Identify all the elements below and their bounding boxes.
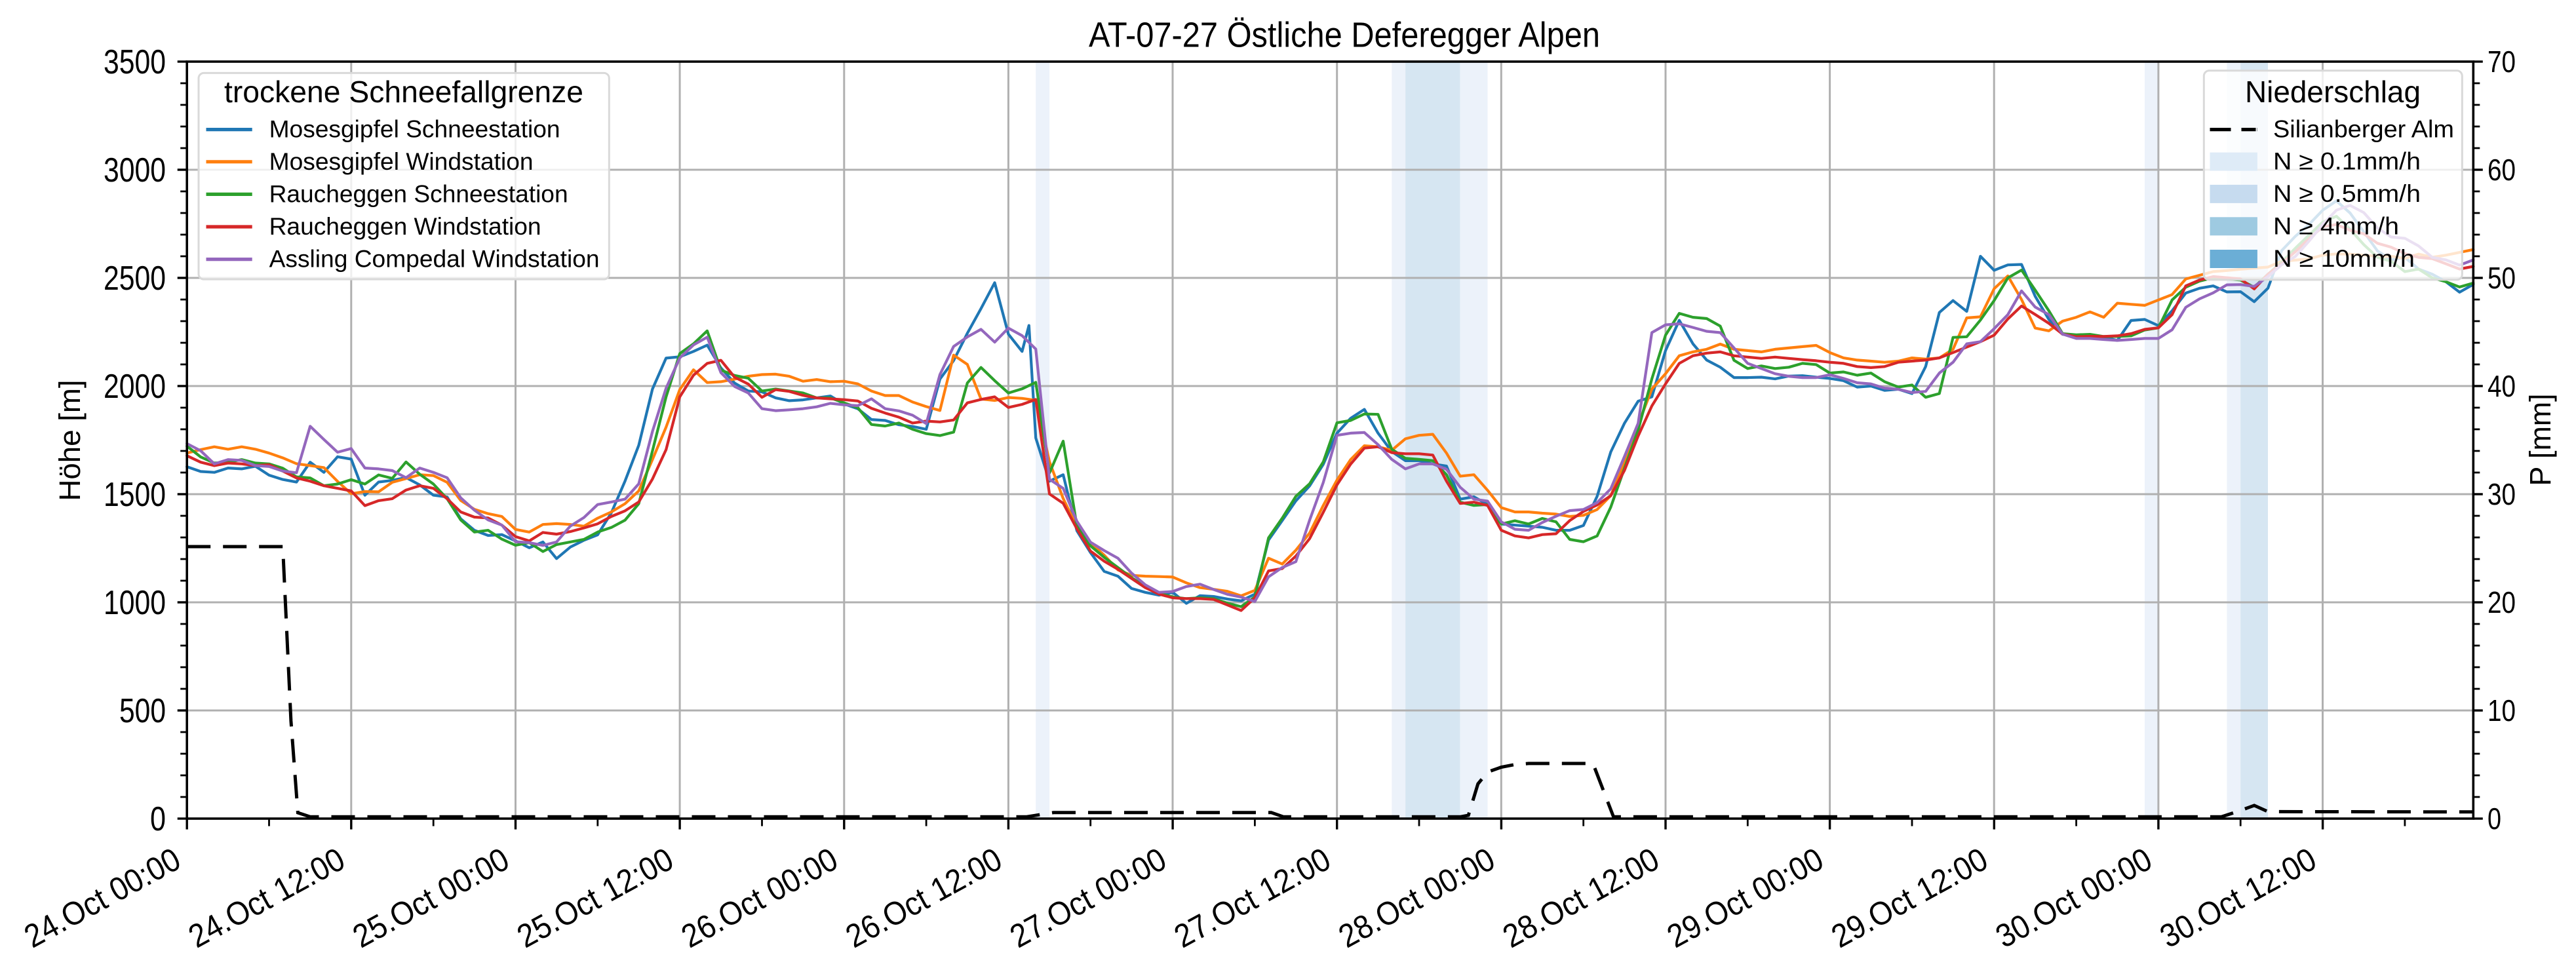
svg-text:20: 20 [2488,585,2516,619]
svg-text:Höhe [m]: Höhe [m] [53,380,87,501]
svg-text:N ≥ 4mm/h: N ≥ 4mm/h [2273,212,2399,239]
svg-text:60: 60 [2488,153,2516,187]
svg-text:Assling Compedal Windstation: Assling Compedal Windstation [269,246,600,273]
svg-text:N ≥ 10mm/h: N ≥ 10mm/h [2273,245,2415,272]
svg-text:30: 30 [2488,477,2516,511]
svg-text:Silianberger Alm: Silianberger Alm [2273,116,2454,143]
svg-text:70: 70 [2488,45,2516,79]
svg-text:3500: 3500 [104,43,166,81]
svg-text:1500: 1500 [104,476,166,514]
svg-text:N ≥ 0.5mm/h: N ≥ 0.5mm/h [2273,180,2421,207]
svg-text:Mosesgipfel Windstation: Mosesgipfel Windstation [269,148,534,175]
svg-text:10: 10 [2488,693,2516,728]
svg-text:50: 50 [2488,261,2516,295]
svg-text:0: 0 [150,800,166,838]
svg-text:2500: 2500 [104,260,166,298]
svg-text:Niederschlag: Niederschlag [2245,75,2421,109]
svg-text:1000: 1000 [104,584,166,622]
svg-text:40: 40 [2488,369,2516,403]
svg-text:0: 0 [2488,802,2501,836]
svg-text:3000: 3000 [104,151,166,189]
svg-text:Mosesgipfel Schneestation: Mosesgipfel Schneestation [269,116,560,143]
svg-text:P [mm]: P [mm] [2524,394,2557,486]
svg-text:2000: 2000 [104,368,166,406]
svg-text:AT-07-27 Östliche Deferegger A: AT-07-27 Östliche Deferegger Alpen [1089,16,1600,55]
svg-text:trockene Schneefallgrenze: trockene Schneefallgrenze [224,75,583,109]
svg-text:Raucheggen Schneestation: Raucheggen Schneestation [269,180,568,207]
svg-text:Raucheggen Windstation: Raucheggen Windstation [269,213,541,240]
svg-text:N ≥ 0.1mm/h: N ≥ 0.1mm/h [2273,148,2421,175]
svg-text:500: 500 [119,692,166,730]
